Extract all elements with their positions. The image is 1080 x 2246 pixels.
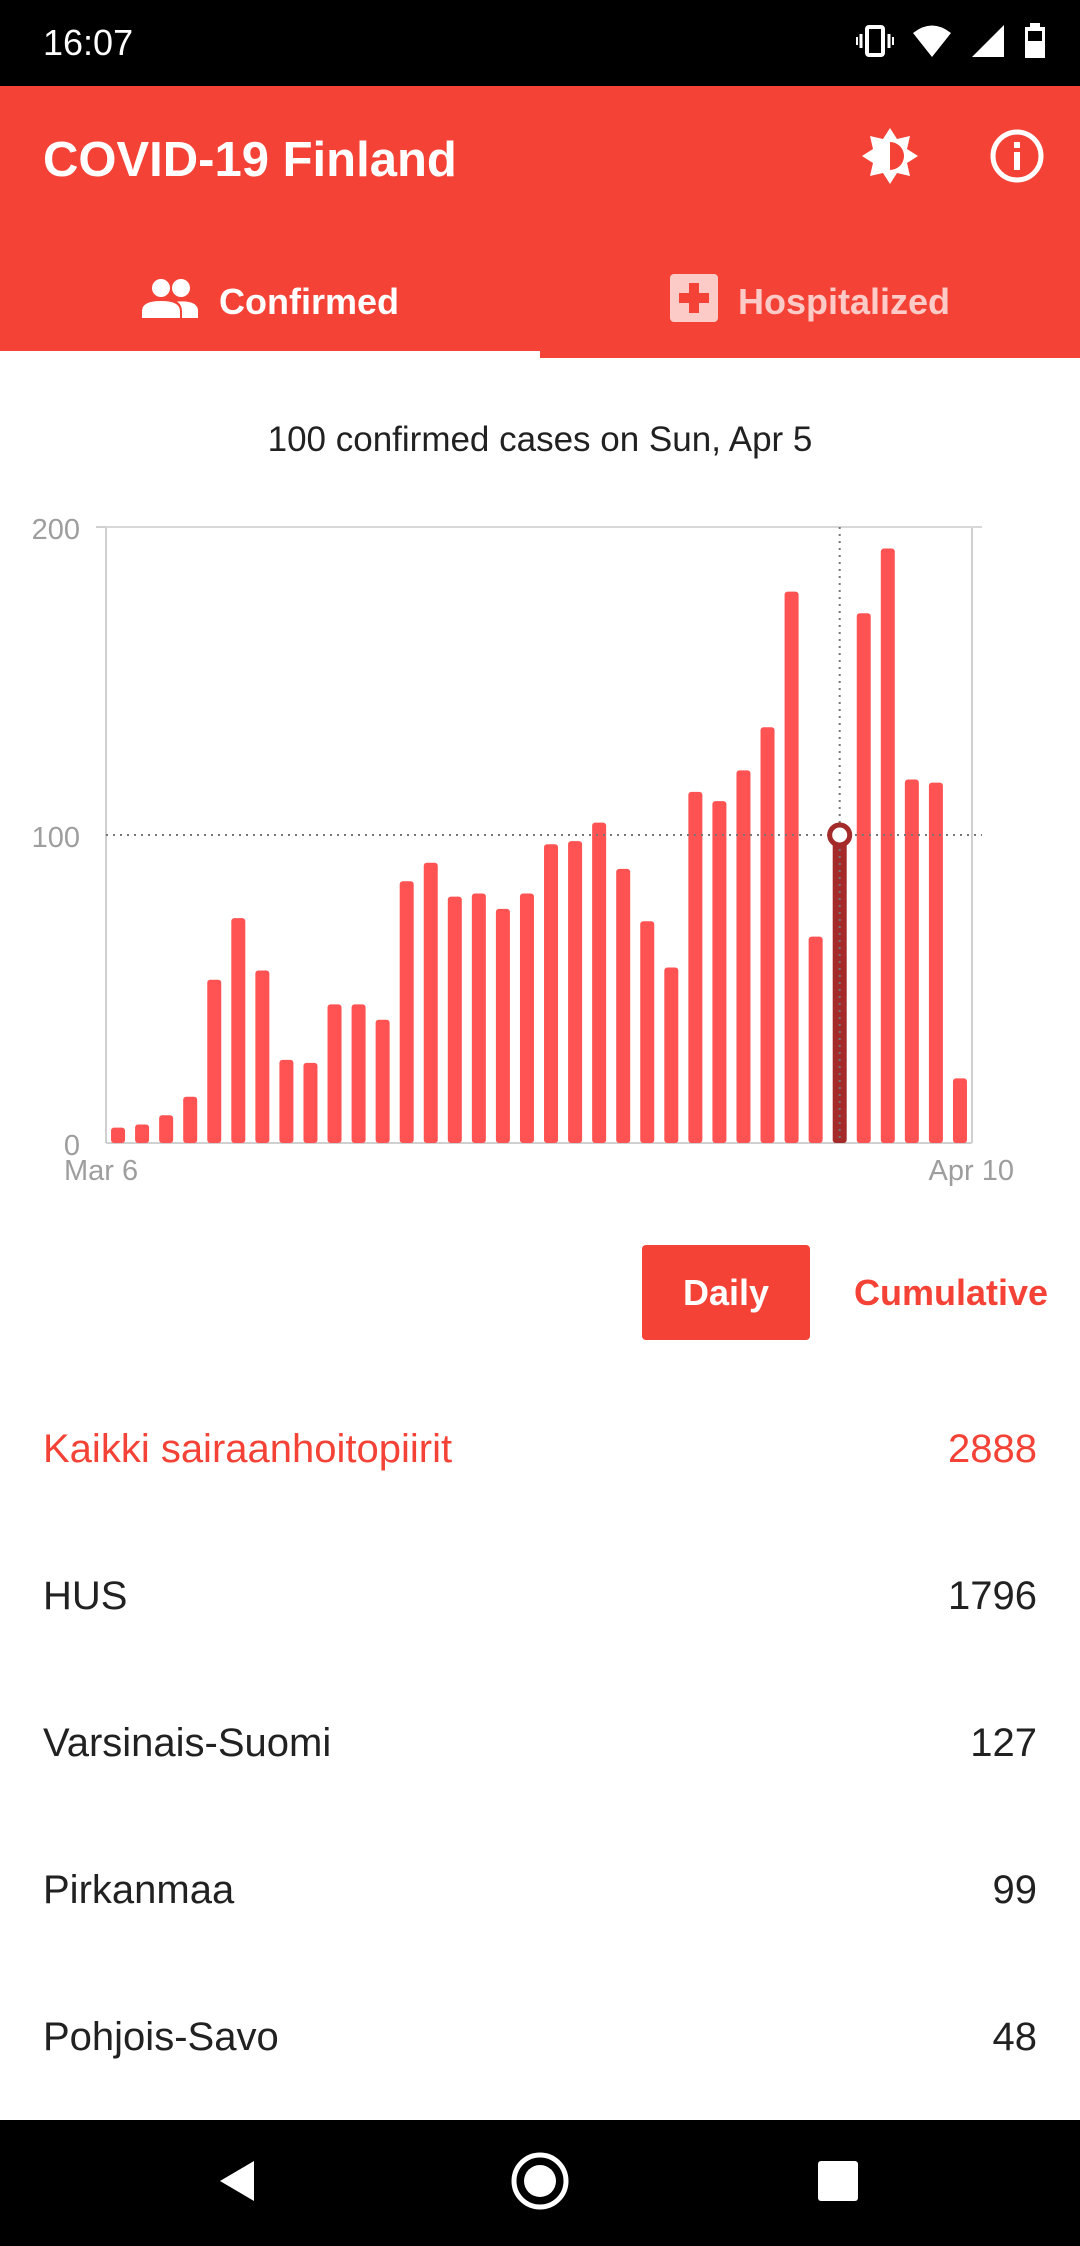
tab-confirmed-label: Confirmed [219, 281, 399, 322]
navigation-bar [0, 2120, 1080, 2246]
chart-bar [159, 1115, 174, 1143]
hospital-cross-icon [669, 273, 718, 331]
back-button[interactable] [208, 2153, 268, 2213]
chart-bar [952, 1078, 967, 1143]
y-tick-label: 200 [32, 514, 80, 546]
chart-bar [880, 548, 895, 1143]
region-row-pirkanmaa[interactable]: Pirkanmaa 99 [0, 1817, 1080, 1964]
chart-bar [207, 979, 222, 1143]
chart-bar [111, 1127, 126, 1143]
region-count: 48 [992, 2015, 1038, 2059]
battery-icon [1024, 22, 1046, 64]
chart-bar [447, 896, 462, 1143]
chart-bar [760, 727, 775, 1143]
region-name: Pirkanmaa [43, 1868, 235, 1912]
region-count: 99 [992, 1868, 1038, 1912]
region-row-all[interactable]: Kaikki sairaanhoitopiirit 2888 [0, 1376, 1080, 1523]
chart-bar [303, 1062, 318, 1143]
cumulative-button[interactable]: Cumulative [853, 1271, 1048, 1313]
brightness-icon [860, 126, 920, 191]
chart-bar [664, 967, 679, 1143]
region-name: Pohjois-Savo [43, 2015, 279, 2059]
cases-bar-chart[interactable]: 0 100 200 Mar 6 Apr 10 [0, 500, 1080, 1200]
chart-bar [135, 1124, 150, 1143]
region-name: HUS [43, 1574, 128, 1618]
region-count: 2888 [948, 1427, 1037, 1471]
vibrate-icon [856, 24, 894, 63]
region-count: 127 [970, 1721, 1037, 1765]
tab-hospitalized-label: Hospitalized [737, 281, 951, 322]
home-button[interactable] [510, 2151, 570, 2216]
chart-bar [568, 841, 583, 1143]
people-icon [141, 278, 199, 327]
chart-bar [928, 782, 943, 1143]
status-bar: 16:07 [0, 0, 1080, 86]
tab-indicator [0, 351, 540, 358]
tab-confirmed[interactable]: Confirmed [0, 246, 540, 358]
chart-bar [856, 613, 871, 1143]
info-icon [989, 128, 1045, 189]
region-row-hus[interactable]: HUS 1796 [0, 1523, 1080, 1670]
status-icons [856, 20, 1046, 66]
tab-bar: Confirmed Hospitalized [0, 246, 1080, 358]
chart-bar [808, 936, 823, 1143]
chart-bar [544, 844, 559, 1143]
chart-bar [519, 893, 534, 1143]
theme-toggle-button[interactable] [858, 126, 922, 190]
chart-bar [712, 801, 727, 1143]
recents-icon [817, 2160, 859, 2207]
chart-bar [375, 1019, 390, 1143]
chart-bar [351, 1004, 366, 1143]
status-time: 16:07 [43, 22, 134, 63]
chart-bar [495, 908, 510, 1143]
chart-bar [327, 1004, 342, 1143]
region-name: Varsinais-Suomi [43, 1721, 332, 1765]
y-tick-label: 0 [64, 1130, 80, 1162]
chart-bar [784, 591, 799, 1143]
tab-hospitalized[interactable]: Hospitalized [540, 246, 1080, 358]
chart-bar [736, 770, 751, 1143]
chart-bar [688, 791, 703, 1143]
signal-icon [970, 24, 1006, 63]
chart-bar [592, 822, 607, 1143]
chart-caption: 100 confirmed cases on Sun, Apr 5 [267, 420, 813, 459]
region-name: Kaikki sairaanhoitopiirit [43, 1427, 453, 1471]
chart-bar [255, 970, 270, 1143]
selected-point-marker [827, 822, 853, 848]
chart-bar [279, 1059, 294, 1143]
chart-bar [640, 921, 655, 1143]
app-title: COVID-19 Finland [43, 133, 457, 187]
recents-button[interactable] [808, 2153, 868, 2213]
region-row-varsinais-suomi[interactable]: Varsinais-Suomi 127 [0, 1670, 1080, 1817]
chart-bar [471, 893, 486, 1143]
chart-bar [904, 779, 919, 1143]
chart-bar [399, 881, 414, 1143]
region-list: Kaikki sairaanhoitopiirit 2888 HUS 1796 … [0, 1376, 1080, 2111]
region-count: 1796 [948, 1574, 1037, 1618]
chart-bar [423, 862, 438, 1143]
region-row-pohjois-savo[interactable]: Pohjois-Savo 48 [0, 1964, 1080, 2111]
x-tick-label-end: Apr 10 [929, 1155, 1014, 1187]
chart-bar [183, 1096, 198, 1143]
info-button[interactable] [985, 126, 1049, 190]
back-icon [218, 2159, 258, 2208]
chart-bar [231, 918, 246, 1143]
chart-bar [616, 868, 631, 1143]
y-tick-label: 100 [32, 822, 80, 854]
x-tick-label-start: Mar 6 [64, 1155, 138, 1187]
chart-mode-toggle: Daily Cumulative [0, 1245, 1080, 1340]
wifi-icon [912, 24, 952, 63]
app-bar: COVID-19 Finland [0, 86, 1080, 358]
home-icon [510, 2151, 570, 2216]
daily-button[interactable]: Daily [642, 1245, 810, 1340]
